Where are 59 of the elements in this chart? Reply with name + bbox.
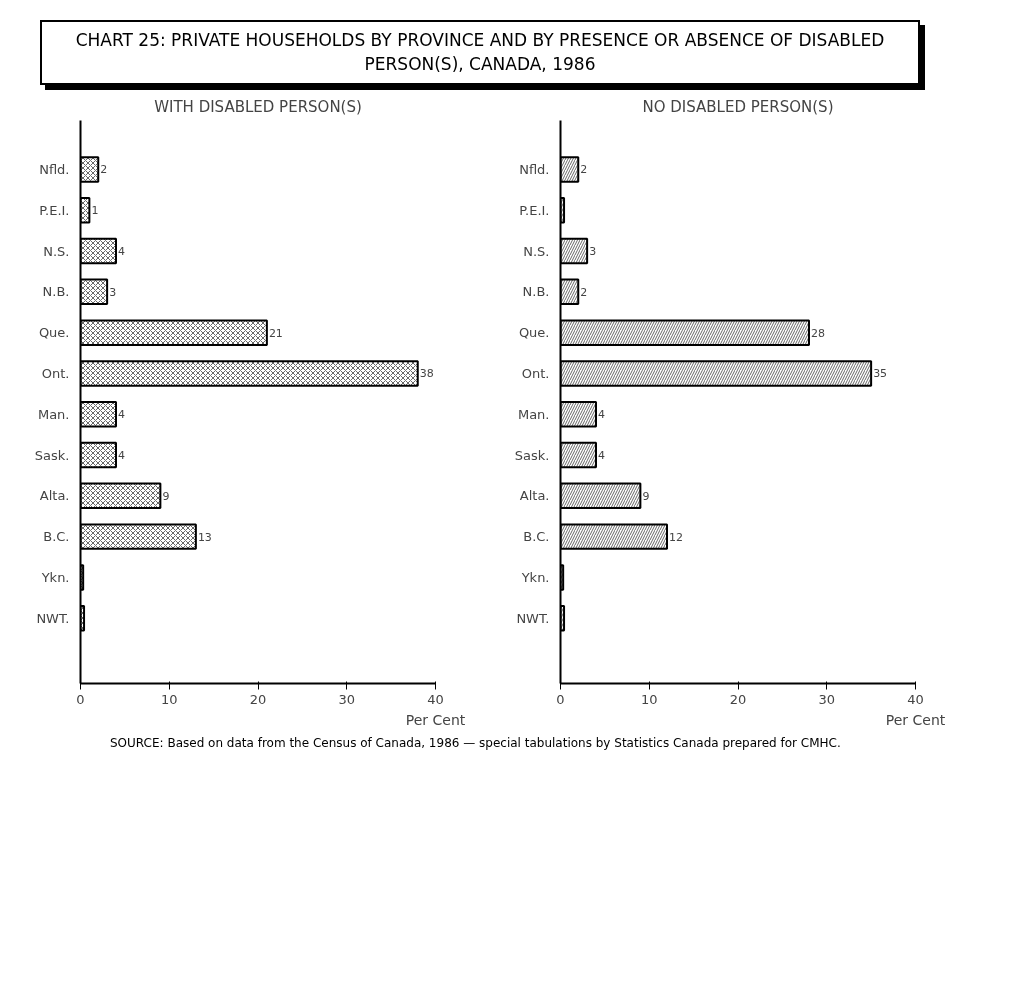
y-tick-label: B.C. [523, 528, 550, 544]
data-label: 3 [109, 285, 117, 299]
y-tick-label: Alta. [519, 487, 550, 503]
y-tick-label: Ykn. [40, 569, 70, 585]
y-tick-label: Man. [517, 406, 550, 422]
y-tick-label: N.B. [42, 283, 70, 299]
data-label: 4 [118, 244, 125, 258]
y-tick-label: Man. [37, 406, 70, 422]
y-tick-label: N.S. [43, 243, 70, 259]
data-label: 9 [162, 489, 170, 503]
x-tick-label: 10 [640, 691, 658, 707]
y-tick-label: Sask. [34, 447, 70, 463]
y-tick-label: Alta. [39, 487, 70, 503]
data-label: 2 [580, 163, 588, 177]
y-tick-label: NWT. [36, 610, 70, 626]
x-axis-title: Per Cent [405, 711, 466, 728]
data-label: 4 [118, 448, 125, 462]
data-label: 21 [268, 326, 283, 340]
y-tick-label: P.E.I. [39, 202, 70, 218]
y-tick-label: Nfld. [39, 161, 70, 177]
y-tick-label: Ont. [41, 365, 70, 381]
data-label: 12 [669, 530, 683, 544]
data-label: 1 [91, 203, 99, 217]
y-tick-label: Que. [38, 324, 70, 340]
chart-title: WITH DISABLED PERSON(S) [154, 97, 362, 116]
x-tick-label: 30 [338, 691, 356, 707]
chart-title: NO DISABLED PERSON(S) [642, 97, 834, 116]
x-tick-label: 20 [249, 691, 267, 707]
x-tick-label: 20 [729, 691, 747, 707]
data-label: 4 [598, 448, 605, 462]
data-label: 13 [197, 530, 212, 544]
source-note: SOURCE: Based on data from the Census of Canada, 1986 — special tabulations by Statistics Canada prepared for CMHC. [110, 734, 841, 752]
data-label: 2 [100, 163, 108, 177]
data-label: 4 [598, 407, 605, 421]
x-tick-label: 30 [818, 691, 836, 707]
y-tick-label: P.E.I. [519, 202, 550, 218]
data-label: 35 [873, 367, 888, 380]
x-axis-title: Per Cent [885, 711, 946, 728]
y-tick-label: Que. [518, 324, 550, 340]
data-label: 28 [811, 326, 825, 340]
data-label: 4 [118, 407, 125, 421]
y-tick-label: Nfld. [519, 161, 550, 177]
data-label: 9 [642, 489, 650, 503]
data-label: 38 [419, 367, 434, 380]
y-tick-label: N.B. [522, 283, 550, 299]
y-tick-label: NWT. [516, 610, 550, 626]
y-tick-label: B.C. [43, 528, 70, 544]
x-tick-label: 40 [427, 691, 444, 707]
data-label: 2 [580, 285, 588, 299]
x-tick-label: 40 [907, 691, 924, 707]
y-tick-label: Ykn. [520, 569, 550, 585]
y-tick-label: Sask. [514, 447, 550, 463]
y-tick-label: Ont. [521, 365, 550, 381]
caption: CHART 25: PRIVATE HOUSEHOLDS BY PROVINCE AND BY PRESENCE OR ABSENCE OF DISABLED PERSON(S), CANADA, 1986 [74, 29, 886, 77]
y-tick-label: N.S. [523, 243, 550, 259]
x-tick-label: 0 [76, 691, 85, 707]
x-tick-label: 10 [160, 691, 178, 707]
data-label: 3 [589, 244, 597, 258]
x-tick-label: 0 [556, 691, 565, 707]
